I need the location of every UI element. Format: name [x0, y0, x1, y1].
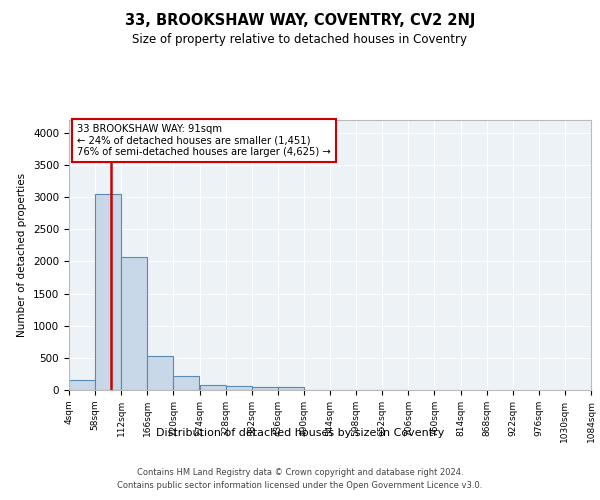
Bar: [173, 376, 199, 390]
Text: Contains public sector information licensed under the Open Government Licence v3: Contains public sector information licen…: [118, 482, 482, 490]
Bar: [252, 387, 278, 390]
Text: Distribution of detached houses by size in Coventry: Distribution of detached houses by size …: [156, 428, 444, 438]
Text: 33 BROOKSHAW WAY: 91sqm
← 24% of detached houses are smaller (1,451)
76% of semi: 33 BROOKSHAW WAY: 91sqm ← 24% of detache…: [77, 124, 331, 157]
Bar: [69, 380, 95, 390]
Bar: [121, 256, 148, 390]
Y-axis label: Number of detached properties: Number of detached properties: [17, 173, 28, 337]
Bar: [278, 388, 304, 390]
Text: Contains HM Land Registry data © Crown copyright and database right 2024.: Contains HM Land Registry data © Crown c…: [137, 468, 463, 477]
Text: 33, BROOKSHAW WAY, COVENTRY, CV2 2NJ: 33, BROOKSHAW WAY, COVENTRY, CV2 2NJ: [125, 12, 475, 28]
Bar: [199, 385, 226, 390]
Bar: [226, 386, 252, 390]
Bar: [148, 356, 173, 390]
Bar: [95, 194, 121, 390]
Text: Size of property relative to detached houses in Coventry: Size of property relative to detached ho…: [133, 32, 467, 46]
